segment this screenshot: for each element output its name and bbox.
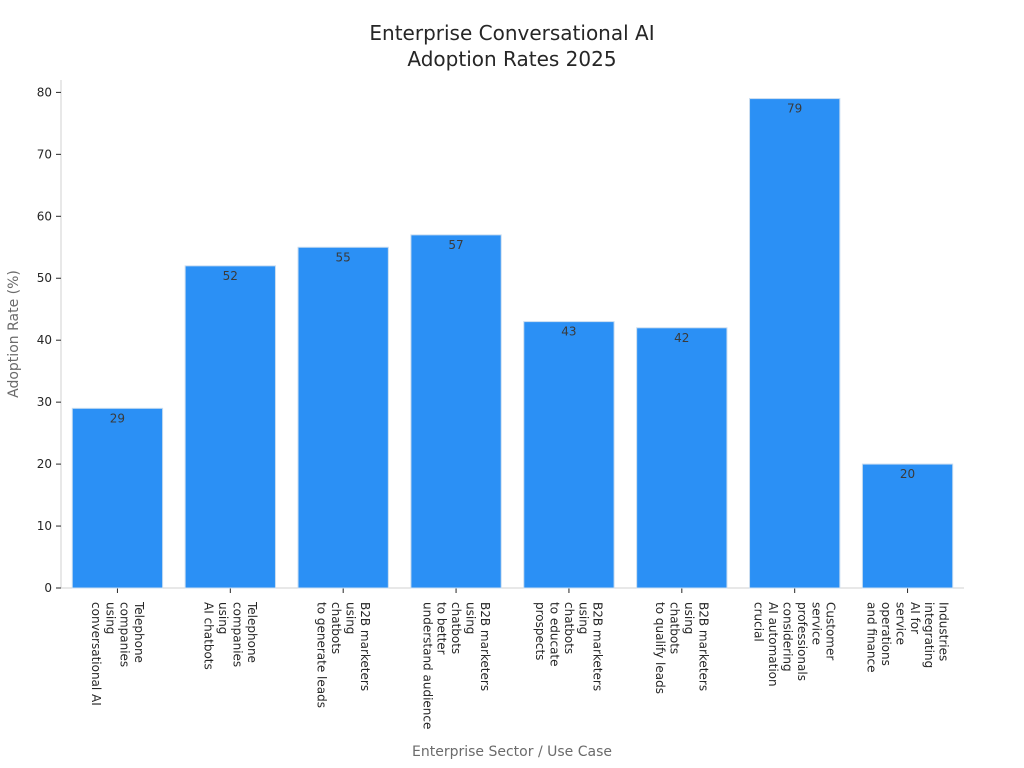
x-tick-label: IndustriesintegratingAI forserviceoperat… xyxy=(865,602,951,673)
x-tick-label-line: B2B marketers xyxy=(696,602,710,691)
bar-value-label: 57 xyxy=(448,238,463,252)
bar-value-label: 43 xyxy=(561,325,576,339)
bar xyxy=(636,327,728,589)
x-tick-label: CustomerserviceprofessionalsconsideringA… xyxy=(752,602,838,687)
x-tick-label-line: companies xyxy=(118,602,132,667)
bar-value-label: 55 xyxy=(336,250,351,264)
x-tick-label: B2B marketersusingchatbotsto generate le… xyxy=(315,602,372,708)
x-tick-label: Telephonecompaniesusingconversational AI xyxy=(89,601,146,706)
bar xyxy=(861,463,954,589)
x-tick-label-line: to generate leads xyxy=(315,602,329,708)
x-tick-label-text: B2B marketersusingchatbotsto educatepros… xyxy=(533,602,605,691)
y-tick-label: 60 xyxy=(37,209,52,223)
y-axis-title: Adoption Rate (%) xyxy=(6,270,22,398)
y-tick-label: 30 xyxy=(37,395,52,409)
bar xyxy=(184,265,276,589)
x-tick-label-line: using xyxy=(576,602,590,634)
x-tick-label-line: integrating xyxy=(922,602,936,668)
x-tick-label: B2B marketersusingchatbotsto betterunder… xyxy=(420,602,492,729)
y-tick-label: 10 xyxy=(37,519,52,533)
x-tick-label-line: and finance xyxy=(865,602,879,673)
x-tick-label-line: using xyxy=(343,602,357,634)
x-tick-label-text: TelephonecompaniesusingAI chatbots xyxy=(202,601,259,670)
y-tick-label: 50 xyxy=(37,271,52,285)
x-tick-label-line: Telephone xyxy=(132,601,146,663)
x-tick-label-line: using xyxy=(103,602,117,634)
x-tick-label-text: IndustriesintegratingAI forserviceoperat… xyxy=(865,602,951,673)
y-tick-label: 80 xyxy=(37,85,52,99)
x-tick-label-line: service xyxy=(893,602,907,645)
x-tick-label-line: crucial xyxy=(752,602,766,642)
bar xyxy=(71,407,164,589)
bar-value-label: 42 xyxy=(674,331,689,345)
x-axis-title: Enterprise Sector / Use Case xyxy=(412,744,612,760)
x-tick-label-line: chatbots xyxy=(562,602,576,654)
bar-value-label: 20 xyxy=(900,467,915,481)
x-tick-label-line: Telephone xyxy=(245,601,259,663)
x-tick-label: B2B marketersusingchatbotsto educatepros… xyxy=(533,602,605,691)
x-tick-label-line: B2B marketers xyxy=(358,602,372,691)
x-tick-label-line: using xyxy=(463,602,477,634)
bar xyxy=(523,321,615,589)
bar xyxy=(410,234,502,589)
x-tick-label-line: using xyxy=(216,602,230,634)
x-tick-label-line: B2B marketers xyxy=(591,602,605,691)
x-tick-label-line: using xyxy=(682,602,696,634)
x-tick-label-line: to educate xyxy=(548,602,562,667)
x-tick-label-line: chatbots xyxy=(668,602,682,654)
x-tick-label-line: understand audience xyxy=(420,602,434,729)
y-tick-label: 20 xyxy=(37,457,52,471)
x-tick-label-line: conversational AI xyxy=(89,602,103,706)
x-tick-label-line: companies xyxy=(231,602,245,667)
bar xyxy=(749,98,841,589)
y-tick-label: 40 xyxy=(37,333,52,347)
x-tick-label-line: Customer xyxy=(824,602,838,660)
x-tick-label-text: CustomerserviceprofessionalsconsideringA… xyxy=(752,602,838,687)
chart-title-line-2: Adoption Rates 2025 xyxy=(407,47,616,71)
x-tick-label-line: chatbots xyxy=(329,602,343,654)
x-tick-label-line: to better xyxy=(435,602,449,655)
x-tick-label-line: B2B marketers xyxy=(478,602,492,691)
data-labels-group: 29 52 55 57 43 42 79 20 xyxy=(110,102,915,482)
x-tick-label-line: chatbots xyxy=(449,602,463,654)
x-tick-label: B2B marketersusingchatbotsto qualify lea… xyxy=(653,602,710,694)
x-tick-label-text: B2B marketersusingchatbotsto qualify lea… xyxy=(653,602,710,694)
bar-value-label: 79 xyxy=(787,102,802,116)
x-tick-label-line: considering xyxy=(780,602,794,672)
x-tick-label-line: AI for xyxy=(908,602,922,634)
x-axis: Telephonecompaniesusingconversational AI… xyxy=(61,587,964,729)
x-tick-label-text: B2B marketersusingchatbotsto betterunder… xyxy=(420,602,492,729)
x-tick-label-line: prospects xyxy=(533,602,547,660)
x-tick-label-line: Industries xyxy=(937,602,951,661)
chart-title-line-1: Enterprise Conversational AI xyxy=(369,21,654,45)
bar-value-label: 52 xyxy=(223,269,238,283)
x-tick-label: TelephonecompaniesusingAI chatbots xyxy=(202,601,259,670)
x-tick-label-line: service xyxy=(809,602,823,645)
x-tick-label-line: operations xyxy=(879,602,893,666)
x-tick-label-line: AI automation xyxy=(766,602,780,687)
x-tick-label-line: professionals xyxy=(795,602,809,681)
bar-value-label: 29 xyxy=(110,411,125,425)
y-tick-label: 70 xyxy=(37,147,52,161)
y-tick-label: 0 xyxy=(44,581,52,595)
x-tick-label-line: to qualify leads xyxy=(653,602,667,694)
y-axis: 0 10 20 30 40 50 60 70 80 xyxy=(37,80,62,595)
x-tick-label-text: Telephonecompaniesusingconversational AI xyxy=(89,601,146,706)
x-tick-label-line: AI chatbots xyxy=(202,602,216,670)
x-tick-label-text: B2B marketersusingchatbotsto generate le… xyxy=(315,602,372,708)
bars-group xyxy=(71,98,954,589)
bar xyxy=(297,246,389,589)
